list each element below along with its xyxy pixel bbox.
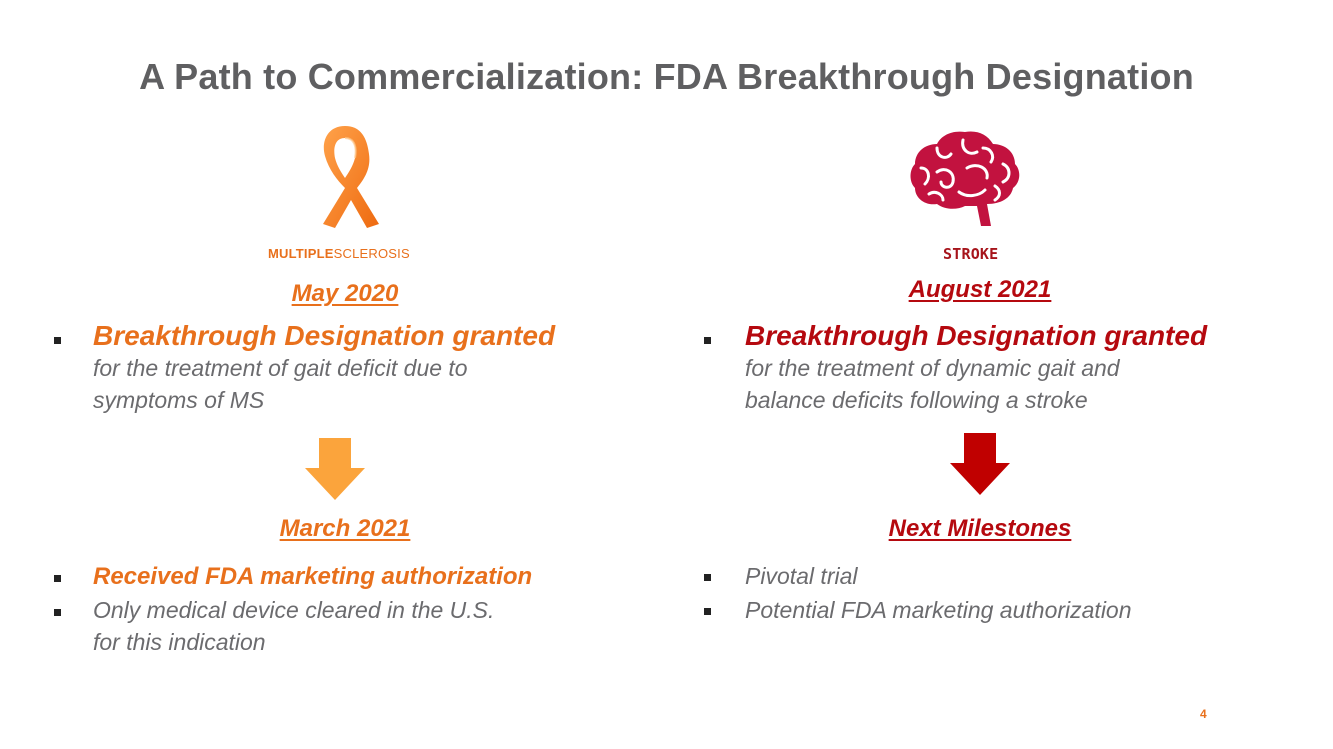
ms-label: MULTIPLESCLEROSIS	[268, 246, 410, 261]
stroke-label: STROKE	[943, 245, 999, 263]
list-item: Pivotal trial	[704, 559, 1284, 593]
stroke-next-milestones: Next Milestones	[888, 515, 1072, 542]
stroke-designation-sub-2: balance deficits following a stroke	[745, 387, 1088, 413]
list-item: Received FDA marketing authorization	[54, 560, 634, 594]
ms-items: Received FDA marketing authorization Onl…	[54, 560, 634, 658]
bullet-icon	[54, 337, 61, 344]
brain-icon	[907, 128, 1027, 230]
down-arrow-icon	[948, 433, 1012, 502]
orange-ribbon-icon	[305, 122, 385, 230]
stroke-items: Pivotal trial Potential FDA marketing au…	[704, 559, 1284, 627]
stroke-designation: Breakthrough Designation granted for the…	[704, 320, 1284, 416]
bullet-icon	[54, 609, 61, 616]
ms-designation: Breakthrough Designation granted for the…	[54, 320, 634, 416]
slide-title: A Path to Commercialization: FDA Breakth…	[139, 56, 1194, 97]
list-item: Potential FDA marketing authorization	[704, 593, 1284, 627]
ms-designation-sub-2: symptoms of MS	[93, 387, 265, 413]
down-arrow-icon	[303, 438, 367, 507]
stroke-designation-head: Breakthrough Designation granted	[745, 320, 1208, 351]
list-item: Only medical device cleared in the U.S. …	[54, 594, 634, 658]
stroke-designation-sub-1: for the treatment of dynamic gait and	[745, 355, 1120, 381]
bullet-icon	[704, 574, 711, 581]
ms-designation-head: Breakthrough Designation granted	[93, 320, 556, 351]
stroke-date-granted: August 2021	[908, 276, 1052, 303]
page-number: 4	[1200, 707, 1207, 721]
bullet-icon	[704, 608, 711, 615]
ms-date-granted: May 2020	[291, 280, 399, 307]
ms-designation-sub-1: for the treatment of gait deficit due to	[93, 355, 468, 381]
bullet-icon	[704, 337, 711, 344]
bullet-icon	[54, 575, 61, 582]
ms-date-authorized: March 2021	[279, 515, 411, 542]
